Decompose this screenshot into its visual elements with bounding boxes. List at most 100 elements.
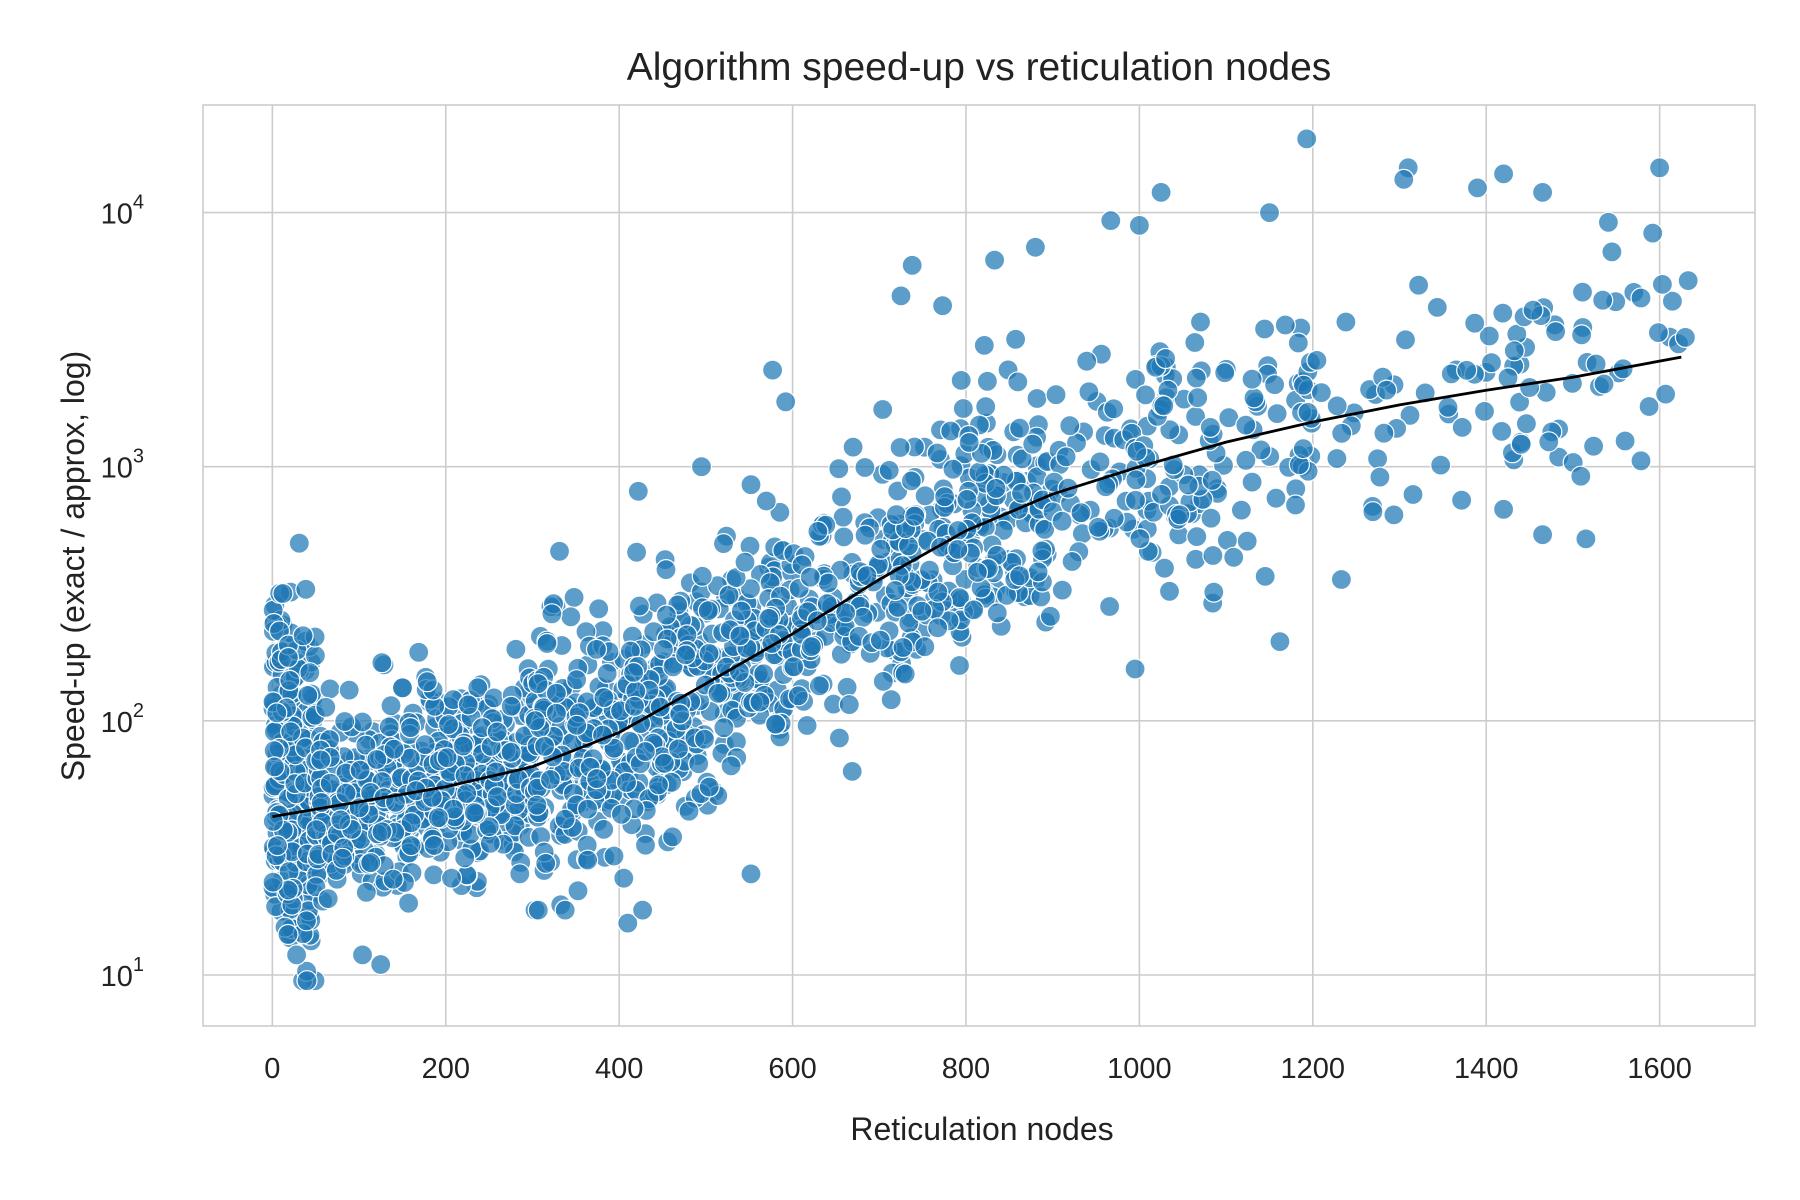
- data-point: [554, 899, 576, 921]
- data-point: [842, 436, 864, 458]
- data-point: [1022, 433, 1044, 455]
- data-point: [427, 807, 449, 829]
- data-point: [625, 541, 648, 563]
- data-point: [527, 673, 549, 695]
- data-point: [539, 768, 562, 791]
- data-point: [707, 682, 729, 704]
- data-point: [835, 602, 857, 624]
- data-point: [1258, 202, 1281, 224]
- data-point: [1297, 401, 1319, 423]
- data-point: [1045, 384, 1067, 406]
- y-tick-label: 104: [101, 192, 144, 231]
- data-point: [1510, 433, 1532, 455]
- data-point: [485, 761, 507, 783]
- data-point: [832, 506, 854, 528]
- data-point: [423, 834, 445, 857]
- data-point: [454, 847, 476, 869]
- data-point: [1266, 403, 1288, 425]
- data-point: [1269, 630, 1291, 653]
- x-tick-label: 1000: [1107, 1053, 1172, 1085]
- data-point: [535, 852, 557, 875]
- data-point: [1630, 287, 1652, 309]
- data-point: [652, 638, 675, 661]
- data-point: [1230, 499, 1253, 521]
- data-point: [486, 786, 508, 808]
- data-point: [610, 803, 633, 825]
- data-point: [1223, 546, 1245, 568]
- data-point: [1642, 222, 1664, 244]
- data-point: [1531, 181, 1554, 203]
- data-point: [416, 671, 438, 693]
- data-point: [1011, 448, 1033, 470]
- data-point: [931, 295, 954, 317]
- data-point: [690, 456, 713, 478]
- data-point: [872, 670, 894, 693]
- data-point: [280, 721, 302, 743]
- x-tick-label: 1200: [1281, 1053, 1346, 1085]
- data-point: [1491, 420, 1513, 442]
- data-point: [688, 753, 710, 775]
- data-point: [828, 727, 851, 749]
- data-point: [457, 694, 479, 716]
- data-point: [947, 538, 969, 561]
- data-point: [817, 572, 839, 594]
- data-point: [655, 604, 678, 626]
- data-point: [355, 734, 377, 756]
- data-point: [423, 864, 445, 886]
- data-point: [330, 809, 352, 831]
- data-point: [854, 456, 876, 479]
- data-point: [541, 603, 563, 625]
- data-point: [1076, 350, 1098, 372]
- data-point: [869, 629, 891, 651]
- data-point: [755, 490, 777, 512]
- data-point: [588, 598, 610, 620]
- data-point: [1027, 561, 1049, 583]
- data-point: [628, 595, 651, 617]
- data-point: [1124, 368, 1147, 390]
- data-points: [262, 128, 1699, 992]
- y-tick-exponent: 4: [133, 192, 144, 214]
- data-point: [391, 677, 414, 699]
- data-point: [1184, 331, 1206, 354]
- data-point: [1187, 387, 1209, 409]
- data-point: [799, 566, 821, 588]
- data-point: [586, 767, 608, 790]
- data-point: [1677, 270, 1699, 292]
- data-point: [1274, 314, 1296, 336]
- data-point: [400, 834, 422, 857]
- data-point: [399, 747, 421, 769]
- data-point: [1399, 404, 1421, 426]
- data-point: [1654, 383, 1677, 405]
- data-point: [1051, 579, 1073, 601]
- data-point: [918, 559, 941, 581]
- data-point: [634, 740, 657, 763]
- data-point: [383, 738, 405, 760]
- data-point: [1150, 181, 1172, 203]
- y-tick-base: 10: [101, 707, 133, 739]
- data-point: [833, 526, 855, 548]
- data-point: [1125, 469, 1147, 491]
- data-point: [567, 880, 589, 902]
- x-tick-label: 0: [264, 1053, 280, 1085]
- data-point: [1254, 565, 1276, 588]
- data-point: [1250, 439, 1272, 461]
- data-point: [613, 867, 635, 889]
- data-point: [1492, 163, 1515, 185]
- data-point: [693, 728, 716, 750]
- plot-frame: [202, 104, 1756, 1027]
- data-point: [808, 675, 831, 697]
- data-point: [1024, 236, 1047, 258]
- data-point: [266, 702, 288, 724]
- data-point: [1538, 431, 1560, 453]
- data-point: [669, 703, 691, 725]
- data-point: [901, 254, 923, 276]
- data-point: [647, 774, 670, 796]
- data-point: [740, 474, 762, 496]
- data-point: [526, 794, 548, 816]
- y-tick-label: 101: [101, 954, 144, 993]
- data-point: [697, 600, 719, 622]
- data-point: [545, 682, 568, 704]
- data-point: [968, 461, 990, 483]
- data-point: [1263, 374, 1286, 396]
- data-point: [1464, 312, 1486, 334]
